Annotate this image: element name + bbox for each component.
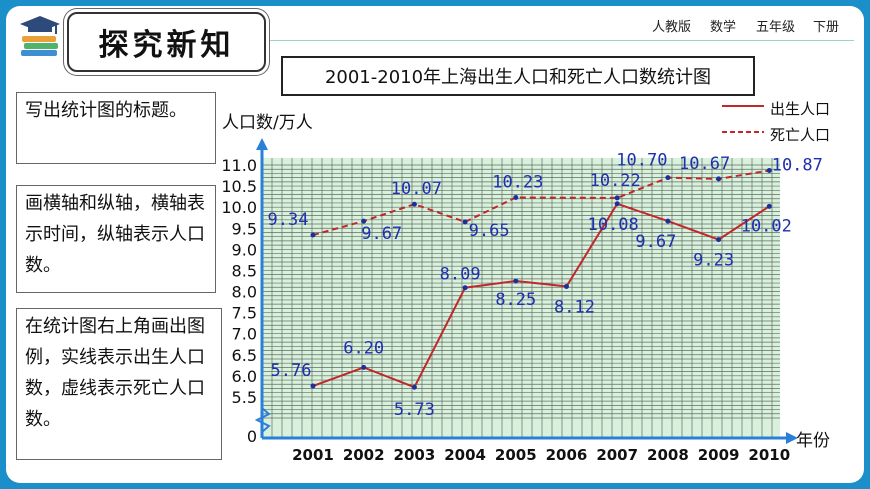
y-tick-label: 10.5: [221, 177, 257, 196]
data-label-birth: 8.09: [440, 265, 481, 285]
data-point-death: [310, 232, 316, 238]
data-label-death: 10.22: [590, 171, 641, 191]
section-title-box: 探究新知: [67, 12, 266, 72]
y-tick-label: 0: [247, 427, 257, 446]
books-icon: [20, 16, 60, 56]
volume-label: 下册: [813, 20, 840, 35]
y-tick-label: 8.0: [232, 283, 257, 302]
x-tick-label: 2003: [394, 446, 436, 464]
chart-title: 2001-2010年上海出生人口和死亡人口数统计图: [281, 56, 755, 96]
y-tick-label: 6.5: [232, 346, 257, 365]
note-legend: 在统计图右上角画出图例，实线表示出生人口数，虚线表示死亡人口数。: [16, 308, 222, 460]
data-point-birth: [310, 383, 316, 389]
note-axes: 画横轴和纵轴，横轴表示时间，纵轴表示人口数。: [16, 185, 216, 293]
data-label-death: 10.23: [492, 172, 543, 192]
y-tick-label: 8.5: [232, 261, 257, 280]
header-divider: [262, 40, 854, 41]
y-tick-label: 10.0: [221, 198, 257, 217]
series-line-birth: [312, 202, 770, 389]
data-point-death: [614, 195, 620, 201]
data-point-death: [411, 201, 417, 207]
x-tick-label: 2006: [546, 446, 588, 464]
data-label-death: 9.65: [469, 221, 510, 241]
note-title: 写出统计图的标题。: [16, 92, 216, 164]
y-axis-label: 人口数/万人: [222, 113, 313, 133]
data-label-birth: 9.67: [635, 232, 676, 252]
x-tick-label: 2001: [292, 446, 334, 464]
data-point-death: [665, 175, 671, 181]
data-point-birth: [411, 384, 417, 390]
data-label-birth: 5.76: [271, 361, 312, 381]
x-axis-label: 年份: [796, 431, 830, 451]
y-tick-label: 9.0: [232, 240, 257, 259]
x-tick-label: 2008: [647, 446, 689, 464]
y-axis-break: [254, 407, 271, 433]
data-point-birth: [665, 218, 671, 224]
y-axis-arrow: [256, 138, 268, 150]
x-axis-arrow: [786, 432, 798, 444]
publisher-label: 人教版: [652, 20, 692, 35]
y-tick-label: 7.0: [232, 325, 257, 344]
data-point-birth: [361, 364, 367, 370]
x-tick-label: 2002: [343, 446, 385, 464]
legend-birth-label: 出生人口: [770, 100, 831, 118]
x-tick-label: 2009: [698, 446, 740, 464]
plot-area: [262, 158, 780, 438]
data-label-death: 9.34: [268, 210, 309, 230]
data-label-birth: 5.73: [394, 400, 435, 420]
data-label-birth: 8.12: [554, 297, 595, 317]
data-point-birth: [513, 278, 519, 284]
data-label-birth: 10.08: [588, 215, 639, 235]
x-tick-label: 2010: [748, 446, 790, 464]
subject-label: 数学: [710, 20, 737, 35]
data-label-death: 10.07: [391, 179, 442, 199]
y-tick-label: 11.0: [221, 156, 257, 175]
x-tick-label: 2007: [596, 446, 638, 464]
data-point-death: [716, 176, 722, 182]
data-label-death: 9.67: [361, 224, 402, 244]
data-label-birth: 8.25: [495, 290, 536, 310]
legend-death-label: 死亡人口: [770, 126, 831, 144]
section-title: 探究新知: [98, 28, 235, 63]
x-tick-label: 2005: [495, 446, 537, 464]
y-tick-label: 6.0: [232, 367, 257, 386]
data-point-birth: [766, 203, 772, 209]
data-point-death: [513, 194, 519, 200]
grade-label: 五年级: [756, 20, 796, 35]
data-label-birth: 9.23: [693, 251, 734, 271]
data-label-birth: 6.20: [343, 338, 384, 358]
data-point-death: [361, 218, 367, 224]
y-tick-label: 9.5: [232, 219, 257, 238]
data-point-birth: [564, 283, 569, 289]
data-point-birth: [462, 285, 468, 291]
data-label-death: 10.87: [772, 155, 823, 175]
data-point-birth: [716, 237, 722, 243]
data-label-death: 10.70: [616, 151, 667, 171]
data-label-birth: 10.02: [741, 216, 792, 236]
x-tick-label: 2004: [444, 446, 486, 464]
data-point-death: [766, 167, 772, 173]
data-label-death: 10.67: [679, 154, 730, 174]
y-tick-label: 7.5: [232, 304, 257, 323]
data-point-death: [462, 219, 468, 225]
y-tick-label: 5.5: [232, 388, 257, 407]
data-point-birth: [614, 201, 620, 207]
